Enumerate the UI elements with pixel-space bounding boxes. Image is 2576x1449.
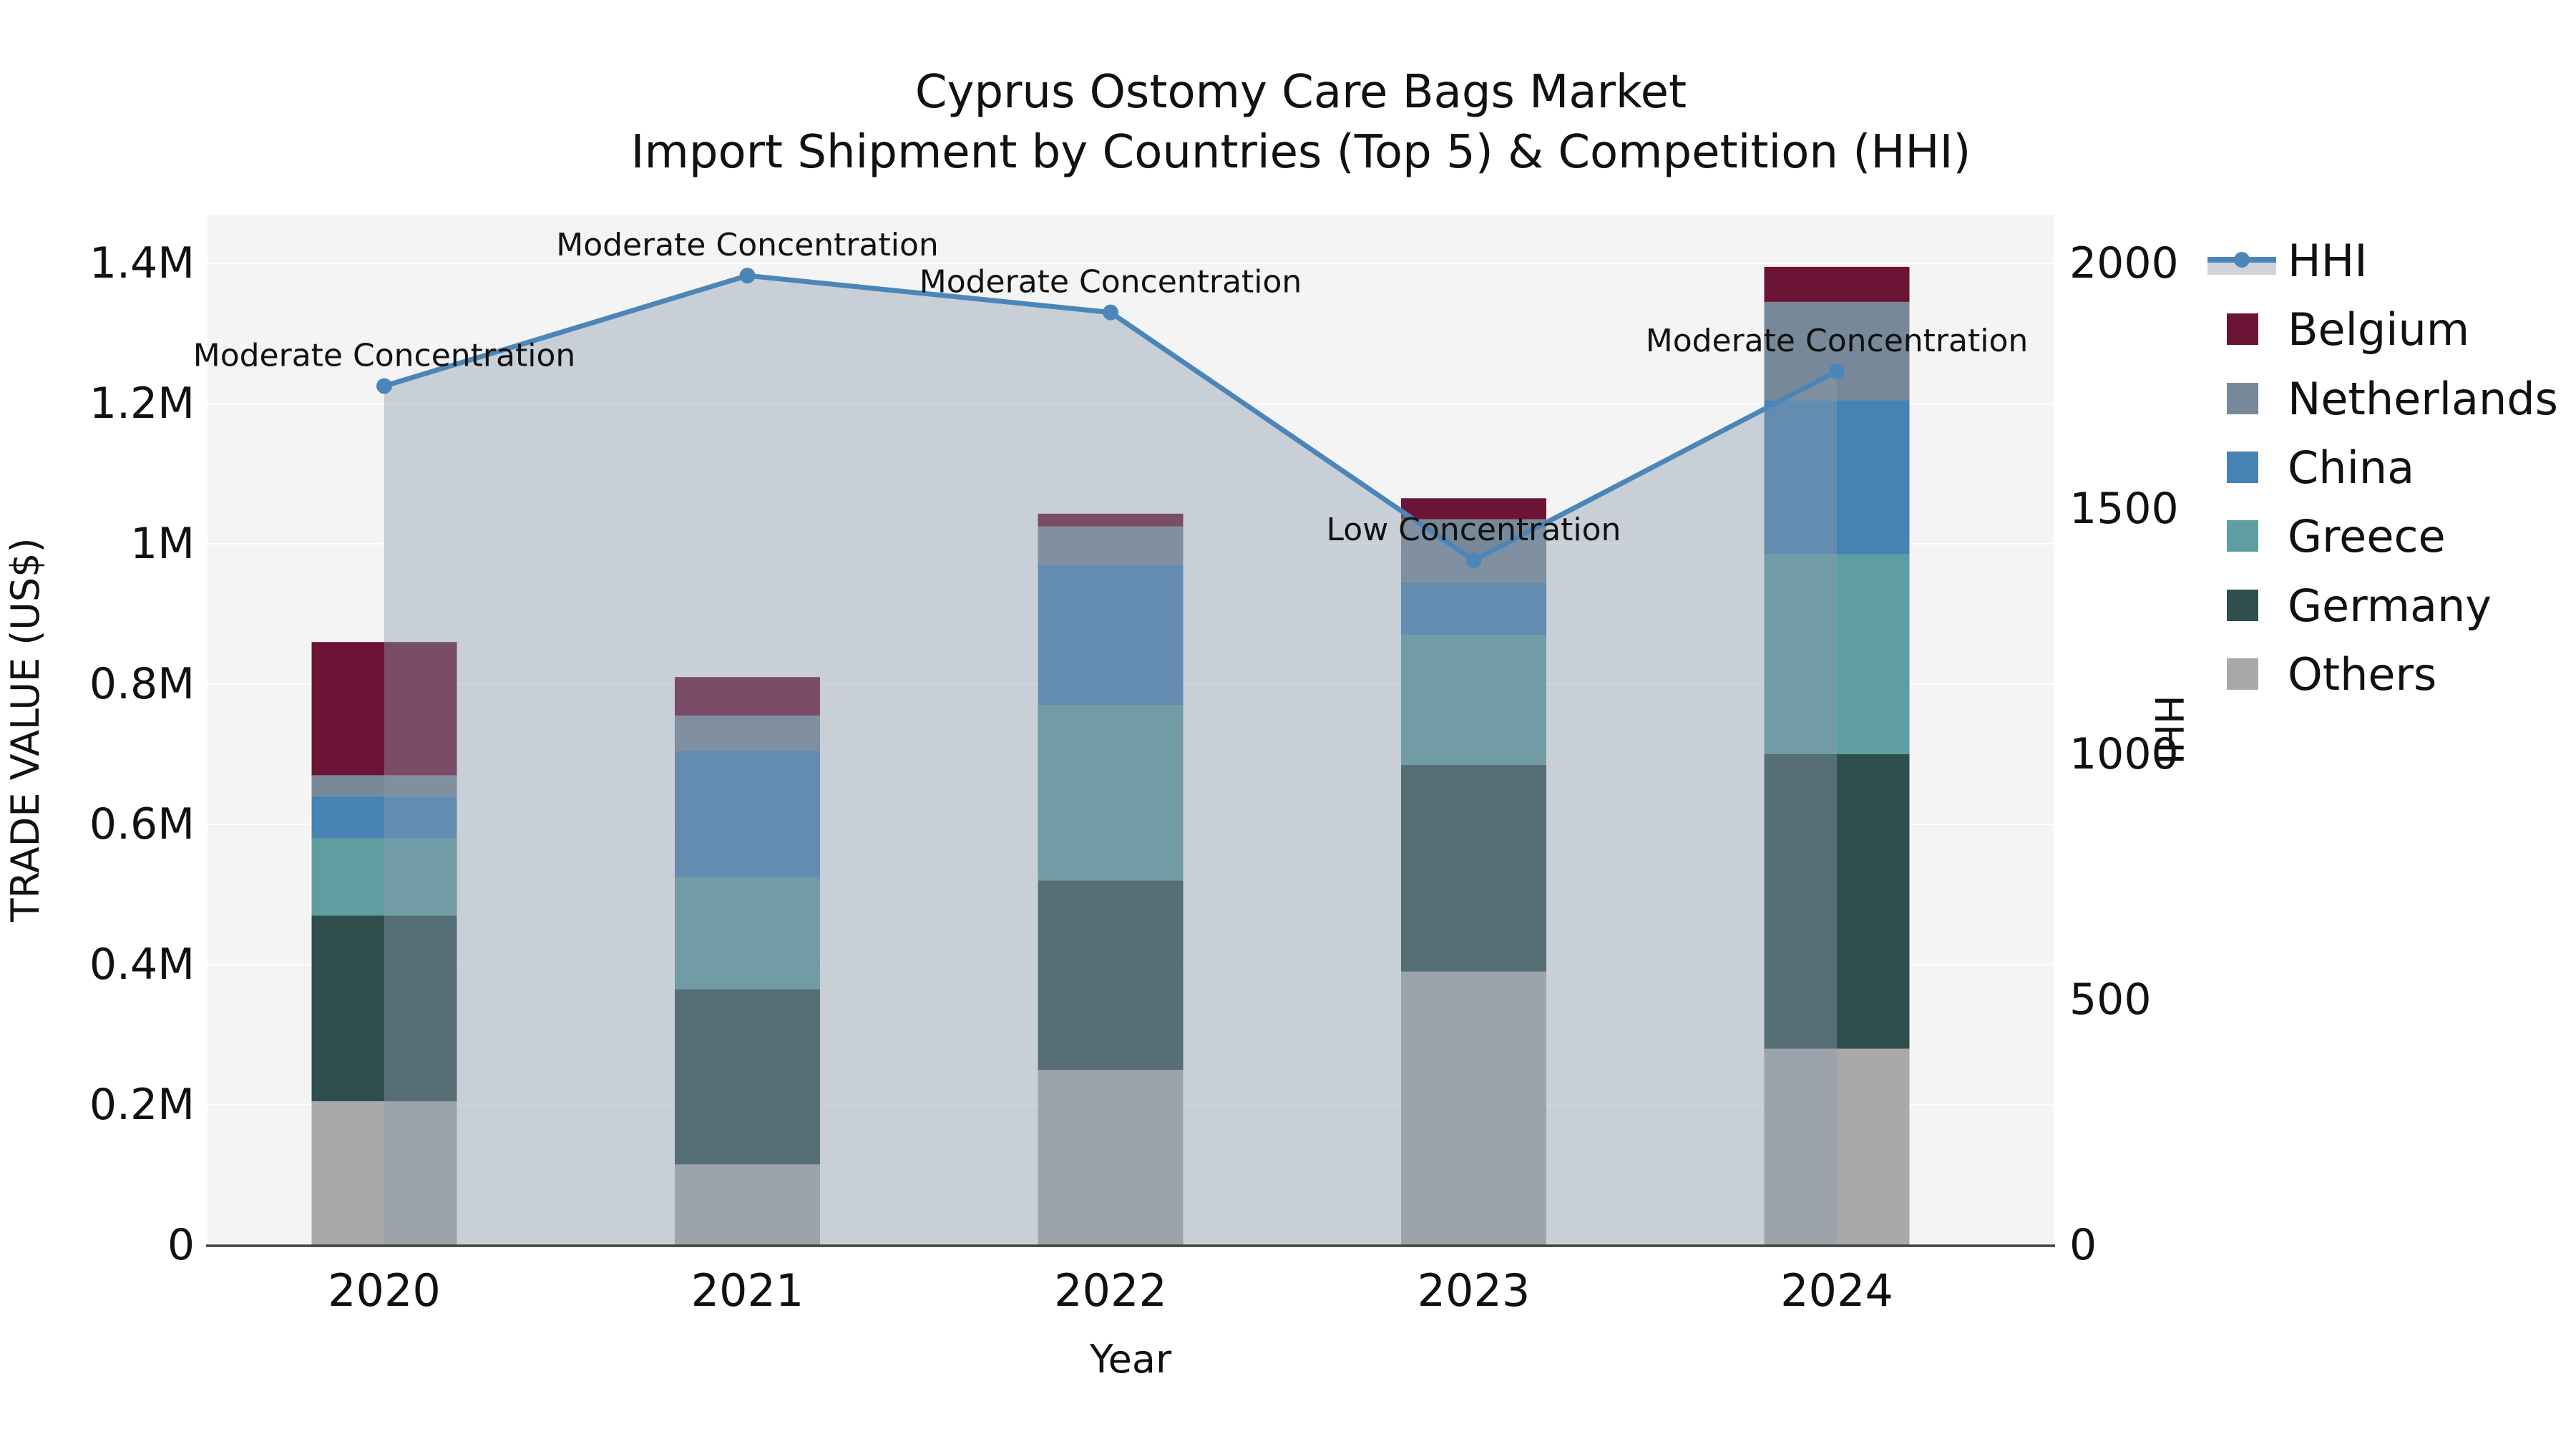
bar-segment-china-2020 bbox=[311, 796, 457, 839]
hhi-area-fill bbox=[384, 275, 1837, 1245]
annotation-2023: Low Concentration bbox=[1327, 512, 1621, 548]
y-left-tick-12m: 1.2M bbox=[89, 379, 195, 429]
bar-segment-germany-2023 bbox=[1401, 764, 1546, 972]
bar-segment-germany-2021 bbox=[675, 989, 820, 1165]
greece-swatch bbox=[2227, 520, 2258, 552]
netherlands-swatch bbox=[2227, 383, 2258, 414]
hhi-dot-2023 bbox=[1465, 552, 1482, 569]
bar-segment-china-2024 bbox=[1764, 400, 1910, 555]
hhi-area-polygon bbox=[384, 275, 1837, 1245]
y-left-tick-14m: 1.4M bbox=[89, 238, 195, 288]
annotation-2020: Moderate Concentration bbox=[193, 338, 576, 374]
bar-segment-others-2022 bbox=[1038, 1070, 1184, 1245]
bar-segment-belgium-2024 bbox=[1764, 266, 1910, 302]
bar-segment-greece-2020 bbox=[311, 838, 457, 916]
chart-title-line-2: Import Shipment by Countries (Top 5) & C… bbox=[631, 126, 1971, 179]
bar-segment-china-2021 bbox=[675, 751, 820, 877]
x-tick-2022: 2022 bbox=[1054, 1264, 1167, 1317]
bar-segment-greece-2021 bbox=[675, 877, 820, 990]
stacked-bars bbox=[311, 266, 1910, 1245]
bar-segment-belgium-2020 bbox=[311, 642, 457, 776]
legend-item-china: China bbox=[2227, 441, 2414, 494]
hhi-markers bbox=[376, 268, 1845, 569]
chart-title-line-1: Cyprus Ostomy Care Bags Market bbox=[915, 66, 1687, 119]
bar-segment-greece-2023 bbox=[1401, 635, 1546, 765]
y-right-tick-1000: 1000 bbox=[2069, 729, 2179, 779]
y-left-tick-1m: 1M bbox=[130, 519, 195, 569]
y-left-tick-0: 0 bbox=[167, 1220, 195, 1270]
bar-segment-others-2020 bbox=[311, 1101, 457, 1245]
x-tick-2020: 2020 bbox=[328, 1264, 441, 1317]
x-tick-2023: 2023 bbox=[1418, 1264, 1531, 1317]
bar-segment-others-2023 bbox=[1401, 971, 1546, 1245]
hhi-dot-2022 bbox=[1103, 304, 1118, 321]
bar-segment-germany-2020 bbox=[311, 915, 457, 1102]
china-swatch bbox=[2227, 452, 2258, 483]
bar-segment-netherlands-2022 bbox=[1038, 526, 1184, 565]
bar-segment-china-2022 bbox=[1038, 565, 1184, 706]
legend-label-greece: Greece bbox=[2288, 510, 2446, 562]
bar-segment-germany-2022 bbox=[1038, 880, 1184, 1070]
others-swatch bbox=[2227, 658, 2258, 690]
annotation-2021: Moderate Concentration bbox=[556, 227, 939, 263]
hhi-marker-swatch bbox=[2234, 252, 2250, 268]
legend-label-china: China bbox=[2288, 441, 2414, 494]
legend-label-netherlands: Netherlands bbox=[2288, 373, 2558, 425]
bar-segment-belgium-2022 bbox=[1038, 513, 1184, 527]
legend-item-greece: Greece bbox=[2227, 510, 2446, 562]
bar-segment-others-2024 bbox=[1764, 1048, 1910, 1245]
annotation-2024: Moderate Concentration bbox=[1646, 323, 2029, 359]
hhi-dot-2020 bbox=[376, 378, 392, 394]
bar-segment-greece-2022 bbox=[1038, 705, 1184, 881]
legend-label-hhi: HHI bbox=[2288, 235, 2368, 287]
bar-segment-belgium-2023 bbox=[1401, 498, 1546, 519]
x-axis-title: Year bbox=[1089, 1337, 1172, 1382]
legend: HHI Belgium Netherlands China Greece Ger… bbox=[2207, 235, 2558, 701]
y-left-axis-title: TRADE VALUE (US$) bbox=[3, 537, 48, 922]
bar-segment-netherlands-2020 bbox=[311, 775, 457, 796]
bar-segment-germany-2024 bbox=[1764, 754, 1910, 1049]
bar-segment-netherlands-2024 bbox=[1764, 301, 1910, 401]
legend-item-germany: Germany bbox=[2227, 580, 2492, 632]
legend-item-netherlands: Netherlands bbox=[2227, 373, 2558, 425]
annotation-2022: Moderate Concentration bbox=[919, 264, 1302, 301]
legend-label-germany: Germany bbox=[2288, 580, 2492, 632]
legend-item-hhi: HHI bbox=[2207, 235, 2368, 287]
bar-segment-china-2023 bbox=[1401, 582, 1546, 635]
hhi-dot-2024 bbox=[1829, 363, 1845, 379]
bar-segment-belgium-2021 bbox=[675, 677, 820, 716]
y-left-tick-02m: 0.2M bbox=[89, 1080, 195, 1130]
belgium-swatch bbox=[2227, 313, 2258, 345]
bar-segment-netherlands-2021 bbox=[675, 716, 820, 751]
x-tick-2021: 2021 bbox=[691, 1264, 804, 1317]
legend-label-belgium: Belgium bbox=[2288, 303, 2469, 356]
bar-segment-greece-2024 bbox=[1764, 554, 1910, 754]
germany-swatch bbox=[2227, 590, 2258, 621]
legend-item-belgium: Belgium bbox=[2227, 303, 2469, 356]
y-left-tick-04m: 0.4M bbox=[89, 940, 195, 990]
y-right-tick-2000: 2000 bbox=[2069, 238, 2179, 288]
legend-label-others: Others bbox=[2288, 648, 2436, 701]
y-right-tick-0: 0 bbox=[2069, 1220, 2097, 1270]
hhi-dot-2021 bbox=[739, 268, 756, 284]
y-right-tick-500: 500 bbox=[2069, 975, 2152, 1025]
y-right-tick-1500: 1500 bbox=[2069, 484, 2179, 534]
legend-item-others: Others bbox=[2227, 648, 2436, 701]
x-tick-2024: 2024 bbox=[1780, 1264, 1893, 1317]
y-left-tick-08m: 0.8M bbox=[89, 659, 195, 709]
y-left-tick-06m: 0.6M bbox=[89, 799, 195, 849]
bar-segment-others-2021 bbox=[675, 1164, 820, 1245]
y-right-axis-title: HHI bbox=[2146, 695, 2191, 764]
